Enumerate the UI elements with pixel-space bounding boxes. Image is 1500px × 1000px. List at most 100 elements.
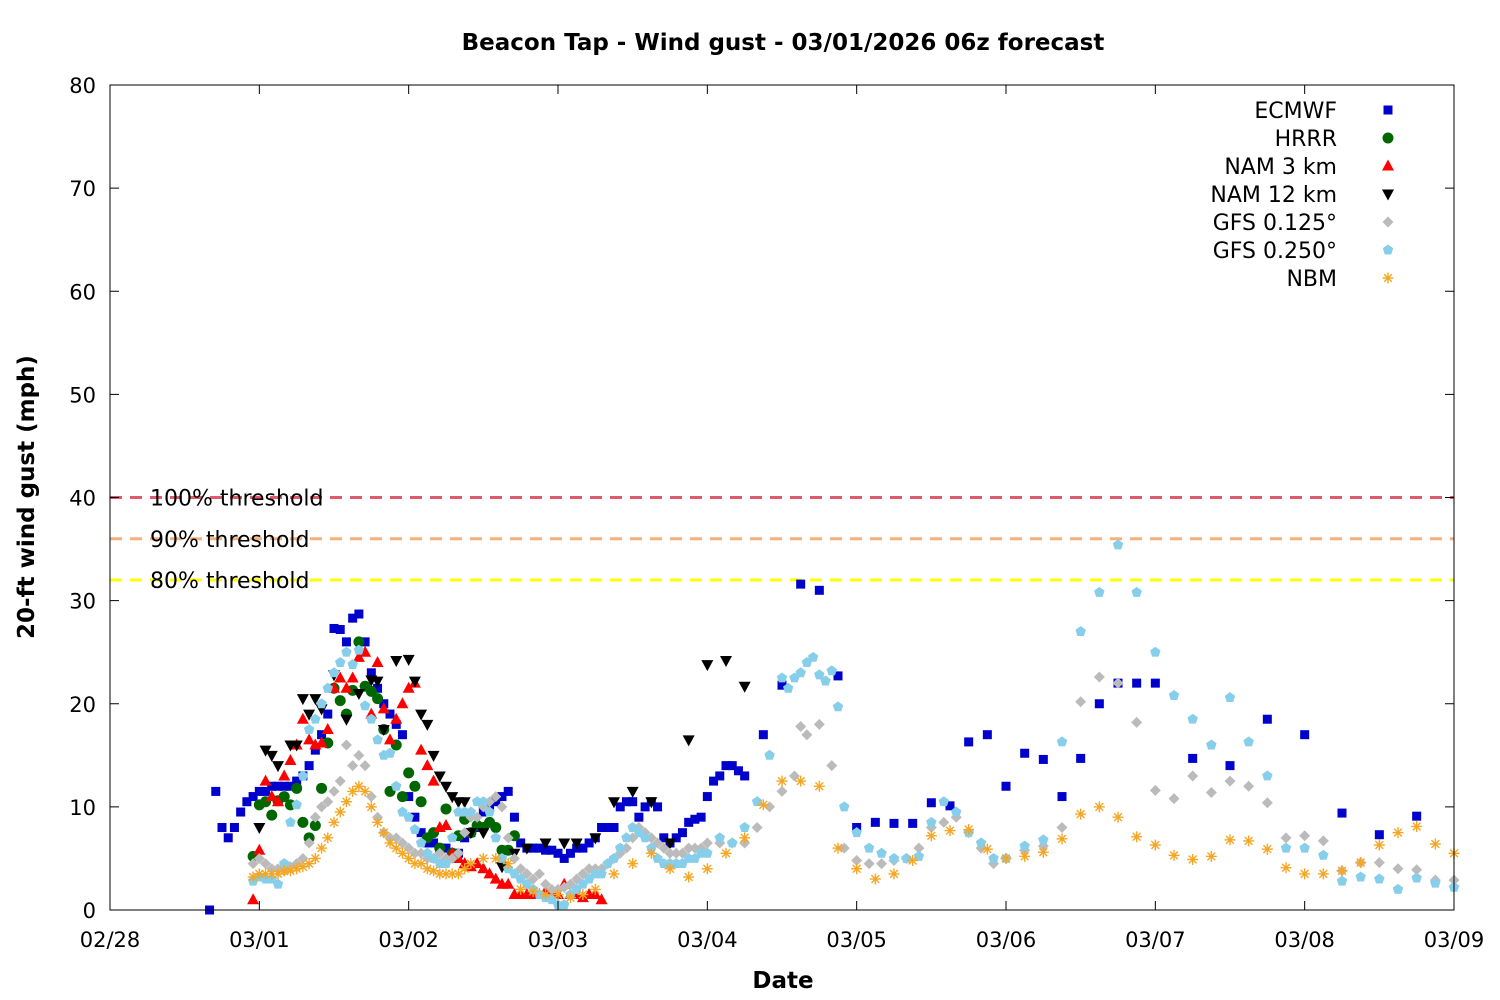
data-point [341, 646, 352, 657]
data-point [1001, 781, 1011, 791]
data-point [310, 713, 321, 724]
data-point [546, 883, 558, 895]
data-point [1131, 586, 1142, 597]
data-point [1076, 753, 1086, 763]
data-point [477, 852, 489, 864]
data-point [926, 816, 937, 827]
x-tick-label: 03/09 [1424, 928, 1485, 952]
series-4 [247, 671, 1460, 895]
data-point [260, 858, 272, 870]
data-point [851, 827, 862, 838]
data-point [421, 759, 434, 771]
legend-label: HRRR [1275, 127, 1337, 152]
data-point [278, 769, 291, 781]
legend-marker [1383, 105, 1393, 115]
data-point [683, 871, 695, 883]
data-point [975, 837, 987, 848]
data-point [533, 868, 545, 880]
data-point [757, 799, 769, 811]
data-point [303, 733, 316, 745]
data-point [1373, 857, 1385, 869]
legend-label: GFS 0.250° [1213, 239, 1337, 264]
data-point [801, 729, 813, 741]
data-point [727, 761, 737, 771]
data-point [541, 845, 551, 855]
data-point [1150, 678, 1160, 688]
data-point [359, 785, 371, 797]
data-point [558, 899, 570, 910]
y-tick-label: 80 [69, 74, 96, 98]
data-point [377, 702, 390, 714]
data-point [539, 838, 552, 850]
data-point [546, 894, 558, 905]
data-point [503, 786, 513, 796]
data-point [963, 824, 975, 836]
data-point [982, 730, 992, 740]
data-point [428, 852, 439, 863]
data-point [696, 812, 706, 822]
data-point [273, 781, 283, 791]
data-point [720, 655, 732, 667]
data-point [477, 828, 490, 840]
data-point [1261, 797, 1273, 809]
data-point [795, 720, 807, 732]
data-point [1300, 730, 1310, 740]
data-point [278, 858, 290, 869]
data-point [838, 801, 850, 812]
legend-label: NBM [1286, 267, 1337, 292]
data-point [248, 792, 258, 802]
data-point [1374, 873, 1385, 884]
data-point [329, 623, 339, 633]
data-point [223, 833, 233, 843]
data-point [323, 709, 333, 719]
data-point [683, 842, 695, 854]
data-point [814, 669, 825, 680]
data-point [272, 795, 284, 807]
data-point [863, 842, 875, 853]
data-point [1205, 786, 1217, 798]
data-point [1412, 811, 1422, 821]
data-point [565, 848, 575, 858]
data-point [826, 665, 838, 676]
data-point [659, 833, 669, 843]
data-point [396, 847, 408, 859]
data-point [1093, 671, 1105, 683]
data-point [348, 613, 358, 623]
y-tick-label: 40 [69, 487, 96, 511]
data-point [354, 609, 364, 619]
data-point [726, 837, 738, 848]
data-point [1075, 696, 1087, 708]
data-point [1243, 736, 1254, 747]
data-point [1392, 883, 1404, 894]
data-point [1392, 827, 1404, 839]
x-axis-label: Date [752, 968, 813, 994]
data-point [297, 770, 309, 781]
data-point [334, 671, 347, 683]
data-point [832, 701, 844, 712]
data-point [459, 827, 471, 839]
data-point [1187, 713, 1198, 724]
data-point [814, 585, 824, 595]
data-point [888, 852, 900, 863]
data-point [429, 838, 439, 848]
series-6 [247, 775, 1460, 904]
data-point [303, 709, 316, 721]
data-point [328, 785, 340, 797]
data-point [950, 806, 962, 817]
legend-marker [1382, 159, 1394, 171]
data-point [372, 816, 384, 828]
data-point [1000, 852, 1012, 864]
legend-label: ECMWF [1254, 99, 1337, 124]
data-point [446, 832, 458, 843]
data-point [315, 736, 328, 748]
data-point [316, 782, 328, 794]
data-point [390, 780, 402, 791]
data-point [608, 797, 620, 809]
data-point [272, 878, 284, 889]
data-point [247, 893, 260, 905]
data-point [509, 868, 520, 879]
data-point [328, 816, 340, 828]
data-point [427, 750, 440, 762]
data-point [409, 780, 421, 792]
data-point [316, 801, 328, 813]
